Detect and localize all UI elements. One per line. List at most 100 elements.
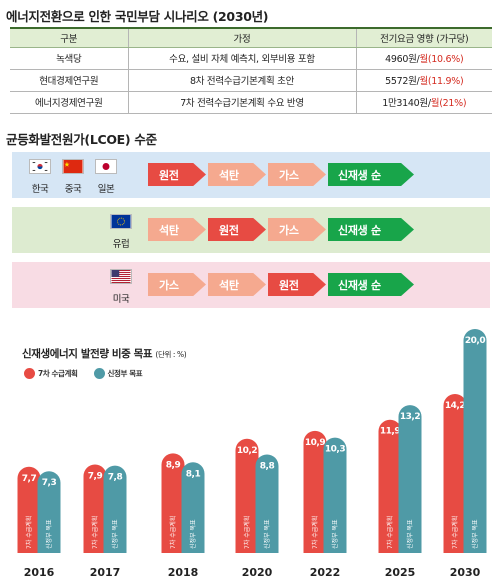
row-impact: 1만3140원/월(21%) [356,91,492,114]
bar-value-label: 20,0 [465,336,485,346]
bar-series-label: 7차 수급계획 [311,516,319,549]
country-china: 중국 [57,159,89,195]
country-group: 한국 중국 일본 [22,152,152,198]
country-label: 미국 [112,294,130,305]
x-tick-label: 2025 [385,566,416,579]
legend-swatch-teal [93,368,105,379]
bar-value-label: 10,9 [305,438,325,448]
bar-plan7 [17,466,41,553]
scenario-title: 에너지전환으로 인한 국민부담 시나리오 (2030년) [6,9,269,24]
bar-new-gov [255,454,279,553]
country-usa: 미국 [105,269,137,305]
bar-new-gov [181,462,205,553]
lcoe-step: 가스 [268,218,326,241]
country-group: 유럽 [22,207,152,253]
row-assumption: 8차 전력수급기본계획 초안 [128,69,357,92]
bar-series-label: 신정부 목표 [189,519,197,549]
bar-value-label: 8,8 [260,461,275,471]
impact-percent: 월(21%) [430,98,467,109]
header-category: 구분 [10,27,129,48]
country-europe: 유럽 [105,214,137,250]
scenario-table: 구분 가정 전기요금 영향 (가구당) 녹색당 수요, 설비 자체 예측치, 외… [10,27,492,114]
country-label: 한국 [31,184,49,195]
lcoe-step-final: 신재생 순 [328,163,414,186]
bar-series-label: 7차 수급계획 [243,516,251,549]
chart-title-text: 신재생에너지 발전량 비중 목표 [22,348,153,360]
lcoe-title: 균등화발전원가(LCOE) 수준 [6,132,157,147]
lcoe-row-europe: 유럽 석탄 원전 가스 신재생 순 [12,207,490,253]
lcoe-step-final: 신재생 순 [328,218,414,241]
impact-value: 1만3140원/ [382,98,431,109]
row-assumption: 수요, 설비 자체 예측치, 외부비용 포함 [128,47,357,70]
bar-series-label: 7차 수급계획 [25,516,33,549]
lcoe-step: 원전 [208,218,266,241]
table-row: 녹색당 수요, 설비 자체 예측치, 외부비용 포함 4960원/월(10.6%… [10,47,492,70]
bar-new-gov [37,471,61,553]
legend-swatch-red [24,368,35,379]
bar-plan7 [303,430,327,553]
us-flag-icon [110,269,132,284]
bar-series-label: 신정부 목표 [45,519,53,549]
bar-new-gov [398,405,422,553]
country-japan: 일본 [90,159,122,195]
x-tick-label: 2030 [450,566,481,579]
korea-flag-icon [29,159,51,174]
bar-new-gov [323,437,347,553]
table-row: 에너지경제연구원 7차 전력수급기본계획 수요 반영 1만3140원/월(21%… [10,91,492,114]
bar-value-label: 7,7 [22,474,37,484]
impact-percent: 월(10.6%) [419,54,464,65]
eu-flag-icon [110,214,132,229]
lcoe-step: 원전 [148,163,206,186]
country-group: 미국 [22,262,152,308]
legend-item-plan7: 7차 수급계획 [24,368,78,379]
lcoe-step: 가스 [148,273,206,296]
bar-new-gov [463,329,487,553]
bar-plan7 [378,419,402,553]
x-tick-label: 2018 [168,566,199,579]
bar-value-label: 10,2 [237,446,257,456]
x-tick-label: 2020 [242,566,273,579]
impact-value: 5572원/ [385,76,420,87]
header-assumption: 가정 [128,27,357,48]
row-name: 에너지경제연구원 [10,91,129,114]
bar-series-label: 7차 수급계획 [169,516,177,549]
bar-new-gov [103,465,127,553]
header-impact: 전기요금 영향 (가구당) [356,27,492,48]
row-impact: 5572원/월(11.9%) [356,69,492,92]
bar-value-label: 8,9 [166,460,181,470]
bar-series-label: 신정부 목표 [263,519,271,549]
lcoe-step: 원전 [268,273,326,296]
bar-series-label: 신정부 목표 [111,519,119,549]
bar-series-label: 신정부 목표 [471,519,479,549]
x-tick-label: 2022 [310,566,341,579]
bar-value-label: 7,9 [88,472,103,482]
bar-value-label: 10,3 [325,445,345,455]
china-flag-icon [62,159,84,174]
row-assumption: 7차 전력수급기본계획 수요 반영 [128,91,357,114]
bar-series-label: 7차 수급계획 [386,516,394,549]
bar-plan7 [83,464,107,553]
table-header-row: 구분 가정 전기요금 영향 (가구당) [10,27,492,48]
bar-plan7 [235,438,259,553]
bar-series-label: 7차 수급계획 [451,516,459,549]
chart-title: 신재생에너지 발전량 비중 목표 (단위 : %) [22,346,187,361]
lcoe-step-final: 신재생 순 [328,273,414,296]
bar-value-label: 7,8 [108,473,123,483]
country-label: 일본 [97,184,115,195]
bar-series-label: 신정부 목표 [406,519,414,549]
bar-series-label: 7차 수급계획 [91,516,99,549]
legend-label: 신정부 목표 [107,369,143,378]
bar-value-label: 13,2 [400,412,420,422]
lcoe-step: 석탄 [208,163,266,186]
legend-item-new-gov: 신정부 목표 [93,368,143,379]
legend-label: 7차 수급계획 [38,369,78,378]
lcoe-row-usa: 미국 가스 석탄 원전 신재생 순 [12,262,490,308]
bar-value-label: 8,1 [186,469,201,479]
japan-flag-icon [95,159,117,174]
bar-value-label: 7,3 [42,478,57,488]
impact-percent: 월(11.9%) [419,76,464,87]
x-tick-label: 2016 [24,566,55,579]
lcoe-step: 석탄 [208,273,266,296]
lcoe-step: 석탄 [148,218,206,241]
country-label: 유럽 [112,239,130,250]
